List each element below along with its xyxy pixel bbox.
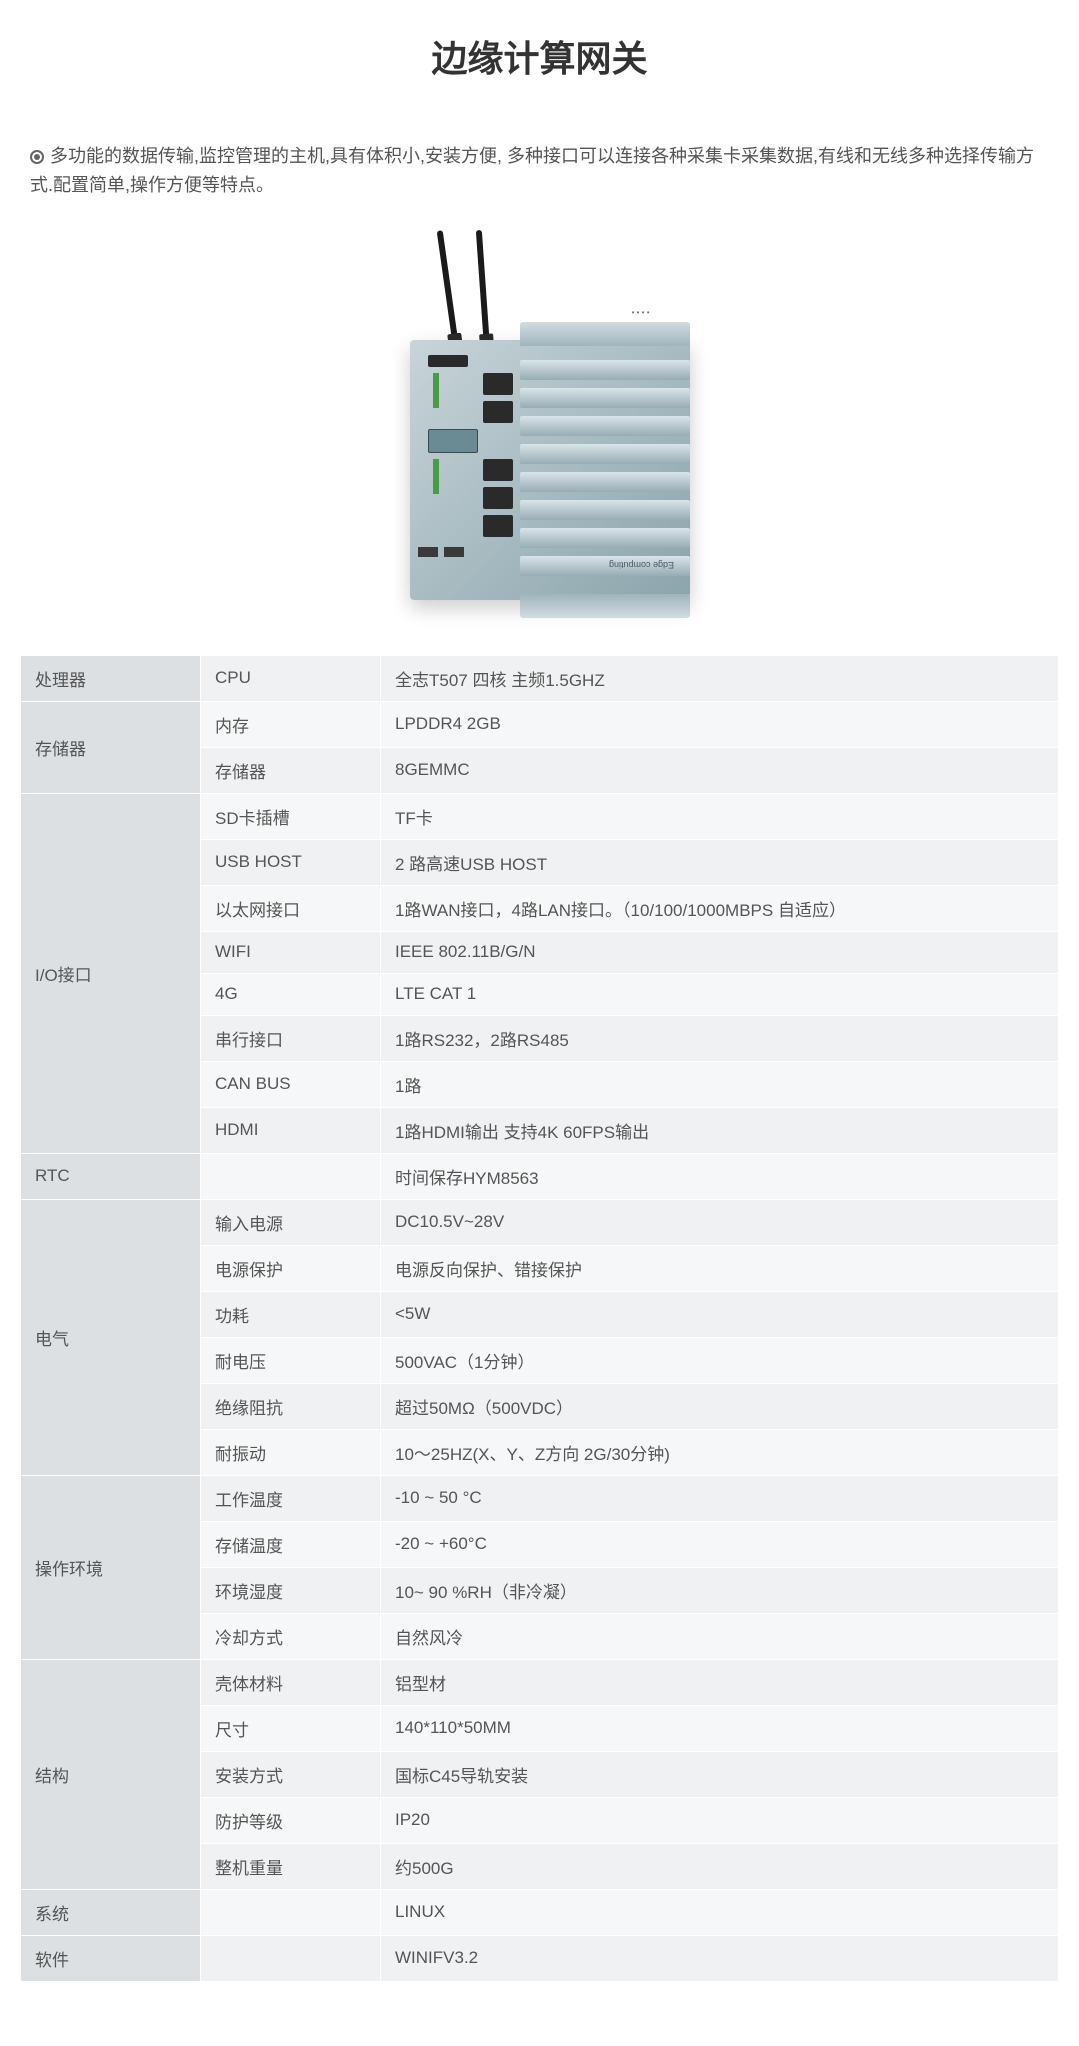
spec-value: 超过50MΩ（500VDC）: [381, 1383, 1059, 1429]
spec-label: 存储器: [201, 747, 381, 793]
spec-label: [201, 1153, 381, 1199]
spec-value: 1路RS232，2路RS485: [381, 1015, 1059, 1061]
spec-value: DC10.5V~28V: [381, 1199, 1059, 1245]
spec-value: 1路: [381, 1061, 1059, 1107]
table-row: 存储器内存LPDDR4 2GB: [21, 701, 1059, 747]
device-illustration: • • • •: [350, 230, 730, 610]
spec-label: 功耗: [201, 1291, 381, 1337]
spec-label: SD卡插槽: [201, 793, 381, 839]
spec-value: 电源反向保护、错接保护: [381, 1245, 1059, 1291]
spec-group-name: 存储器: [21, 701, 201, 793]
bullet-icon: [30, 150, 44, 164]
spec-value: LINUX: [381, 1889, 1059, 1935]
spec-label: 输入电源: [201, 1199, 381, 1245]
table-row: 软件 WINIFV3.2: [21, 1935, 1059, 1981]
spec-value: -20 ~ +60°C: [381, 1521, 1059, 1567]
spec-value: 500VAC（1分钟）: [381, 1337, 1059, 1383]
spec-label: 整机重量: [201, 1843, 381, 1889]
spec-label: 冷却方式: [201, 1613, 381, 1659]
spec-label: 工作温度: [201, 1475, 381, 1521]
spec-group-name: 软件: [21, 1935, 201, 1981]
spec-label: [201, 1935, 381, 1981]
spec-value: 140*110*50MM: [381, 1705, 1059, 1751]
spec-value: 1路WAN接口，4路LAN接口。（10/100/1000MBPS 自适应）: [381, 885, 1059, 931]
spec-group-name: 系统: [21, 1889, 201, 1935]
device-body: • • • •: [410, 340, 690, 600]
spec-label: 串行接口: [201, 1015, 381, 1061]
spec-label: HDMI: [201, 1107, 381, 1153]
description-text: 多功能的数据传输,监控管理的主机,具有体积小,安装方便, 多种接口可以连接各种采…: [30, 146, 1034, 195]
spec-label: 4G: [201, 973, 381, 1015]
spec-label: 以太网接口: [201, 885, 381, 931]
spec-value: -10 ~ 50 °C: [381, 1475, 1059, 1521]
spec-label: 环境湿度: [201, 1567, 381, 1613]
spec-value: LTE CAT 1: [381, 973, 1059, 1015]
spec-label: CPU: [201, 655, 381, 701]
table-row: 电气输入电源DC10.5V~28V: [21, 1199, 1059, 1245]
page-title: 边缘计算网关: [20, 30, 1059, 82]
spec-group-name: RTC: [21, 1153, 201, 1199]
device-ports: [418, 355, 513, 557]
antenna-icon: [436, 230, 459, 350]
spec-label: 电源保护: [201, 1245, 381, 1291]
spec-group-name: 处理器: [21, 655, 201, 701]
spec-label: WIFI: [201, 931, 381, 973]
table-row: 结构壳体材料铝型材: [21, 1659, 1059, 1705]
spec-group-name: I/O接口: [21, 793, 201, 1153]
spec-label: CAN BUS: [201, 1061, 381, 1107]
spec-value: WINIFV3.2: [381, 1935, 1059, 1981]
spec-value: <5W: [381, 1291, 1059, 1337]
spec-table: 处理器CPU全志T507 四核 主频1.5GHZ存储器内存LPDDR4 2GB存…: [20, 655, 1059, 1982]
spec-value: 约500G: [381, 1843, 1059, 1889]
spec-value: LPDDR4 2GB: [381, 701, 1059, 747]
device-rail: • • • •: [520, 322, 690, 346]
product-image: • • • •: [20, 230, 1059, 615]
spec-value: 8GEMMC: [381, 747, 1059, 793]
spec-value: IP20: [381, 1797, 1059, 1843]
spec-group-name: 操作环境: [21, 1475, 201, 1659]
heatsink-fins: [520, 360, 690, 580]
device-label: Edge computing: [609, 560, 674, 570]
spec-group-name: 结构: [21, 1659, 201, 1889]
spec-label: 内存: [201, 701, 381, 747]
spec-group-name: 电气: [21, 1199, 201, 1475]
spec-value: 1路HDMI输出 支持4K 60FPS输出: [381, 1107, 1059, 1153]
spec-label: 壳体材料: [201, 1659, 381, 1705]
spec-value: 时间保存HYM8563: [381, 1153, 1059, 1199]
table-row: 操作环境工作温度-10 ~ 50 °C: [21, 1475, 1059, 1521]
spec-label: USB HOST: [201, 839, 381, 885]
device-indicator: • • • •: [632, 308, 650, 317]
table-row: RTC 时间保存HYM8563: [21, 1153, 1059, 1199]
spec-value: 2 路高速USB HOST: [381, 839, 1059, 885]
antenna-icon: [475, 230, 489, 350]
spec-value: 国标C45导轨安装: [381, 1751, 1059, 1797]
spec-label: 绝缘阻抗: [201, 1383, 381, 1429]
table-row: I/O接口SD卡插槽TF卡: [21, 793, 1059, 839]
spec-label: 防护等级: [201, 1797, 381, 1843]
spec-label: 耐电压: [201, 1337, 381, 1383]
spec-value: 全志T507 四核 主频1.5GHZ: [381, 655, 1059, 701]
spec-label: 耐振动: [201, 1429, 381, 1475]
description: 多功能的数据传输,监控管理的主机,具有体积小,安装方便, 多种接口可以连接各种采…: [20, 142, 1059, 200]
spec-value: 铝型材: [381, 1659, 1059, 1705]
spec-value: TF卡: [381, 793, 1059, 839]
spec-label: 尺寸: [201, 1705, 381, 1751]
device-rail: [520, 594, 690, 618]
spec-value: IEEE 802.11B/G/N: [381, 931, 1059, 973]
spec-value: 自然风冷: [381, 1613, 1059, 1659]
spec-value: 10～25HZ(X、Y、Z方向 2G/30分钟): [381, 1429, 1059, 1475]
spec-label: 安装方式: [201, 1751, 381, 1797]
table-row: 系统 LINUX: [21, 1889, 1059, 1935]
spec-label: 存储温度: [201, 1521, 381, 1567]
spec-value: 10~ 90 %RH（非冷凝）: [381, 1567, 1059, 1613]
table-row: 处理器CPU全志T507 四核 主频1.5GHZ: [21, 655, 1059, 701]
spec-label: [201, 1889, 381, 1935]
